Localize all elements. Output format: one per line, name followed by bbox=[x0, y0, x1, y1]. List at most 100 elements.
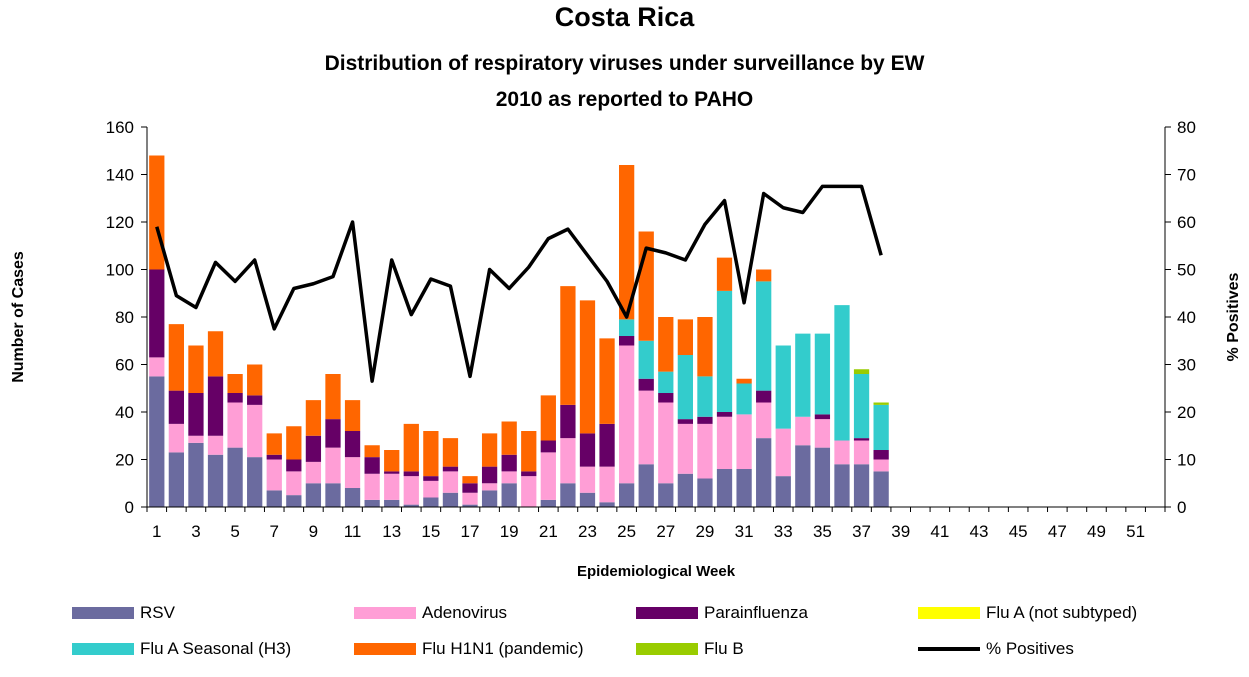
bar-rsv-week-2 bbox=[168, 452, 184, 508]
bar-parainfluenza-week-10 bbox=[325, 419, 341, 448]
bar-fluh1n1-week-5 bbox=[227, 374, 243, 393]
bar-flua_h3-week-26 bbox=[638, 340, 654, 379]
bar-adenovirus-week-10 bbox=[325, 447, 341, 484]
bar-adenovirus-week-35 bbox=[814, 419, 831, 448]
y-left-tick-label: 100 bbox=[106, 261, 134, 280]
bar-rsv-week-15 bbox=[423, 497, 439, 507]
legend-item-flub: Flu B bbox=[636, 639, 744, 659]
bar-flua_h3-week-32 bbox=[756, 281, 772, 391]
legend-label: RSV bbox=[140, 603, 175, 622]
legend-label: % Positives bbox=[986, 639, 1074, 658]
bar-parainfluenza-week-20 bbox=[521, 471, 537, 477]
bar-adenovirus-week-3 bbox=[188, 435, 204, 443]
bar-rsv-week-19 bbox=[501, 483, 517, 507]
bar-parainfluenza-week-15 bbox=[423, 476, 439, 481]
bar-flua_h3-week-31 bbox=[736, 383, 752, 415]
bar-rsv-week-1 bbox=[149, 376, 165, 508]
bar-rsv-week-18 bbox=[481, 490, 498, 508]
bar-parainfluenza-week-2 bbox=[168, 390, 184, 424]
bar-parainfluenza-week-12 bbox=[364, 457, 380, 474]
bar-rsv-week-3 bbox=[188, 442, 204, 508]
bar-flua_h3-week-29 bbox=[697, 376, 713, 417]
bar-fluh1n1-week-9 bbox=[305, 400, 322, 436]
bar-rsv-week-30 bbox=[716, 469, 733, 507]
legend-label: Adenovirus bbox=[422, 603, 508, 622]
bar-fluh1n1-week-22 bbox=[560, 286, 576, 405]
x-tick-label: 49 bbox=[1087, 522, 1106, 541]
legend-swatch bbox=[636, 643, 698, 655]
chart-subtitle-line2: 2010 as reported to PAHO bbox=[495, 88, 754, 111]
bar-flua_h3-week-30 bbox=[716, 290, 733, 413]
x-tick-label: 21 bbox=[539, 522, 558, 541]
bar-fluh1n1-week-25 bbox=[619, 165, 635, 320]
bar-rsv-week-5 bbox=[227, 447, 243, 508]
legend-swatch bbox=[354, 643, 416, 655]
bar-adenovirus-week-22 bbox=[560, 438, 576, 484]
bar-parainfluenza-week-1 bbox=[149, 269, 165, 358]
bar-adenovirus-week-31 bbox=[736, 414, 752, 470]
bar-rsv-week-14 bbox=[403, 504, 419, 508]
x-tick-label: 31 bbox=[735, 522, 754, 541]
y-right-tick-label: 50 bbox=[1177, 261, 1196, 280]
y-right-tick-label: 70 bbox=[1177, 166, 1196, 185]
x-axis-title: Epidemiological Week bbox=[577, 563, 736, 580]
legend-swatch bbox=[354, 607, 416, 619]
y-right-tick-label: 0 bbox=[1177, 498, 1186, 517]
bar-fluh1n1-week-30 bbox=[716, 257, 733, 291]
bar-parainfluenza-week-8 bbox=[286, 459, 302, 472]
x-tick-label: 17 bbox=[461, 522, 480, 541]
bar-parainfluenza-week-38 bbox=[873, 450, 889, 460]
bar-adenovirus-week-1 bbox=[149, 357, 165, 377]
x-tick-label: 41 bbox=[930, 522, 949, 541]
bar-flua_h3-week-34 bbox=[795, 333, 811, 417]
bar-adenovirus-week-8 bbox=[286, 471, 302, 496]
x-tick-label: 13 bbox=[382, 522, 401, 541]
bar-rsv-week-8 bbox=[286, 495, 302, 508]
bar-parainfluenza-week-6 bbox=[247, 395, 263, 405]
bar-parainfluenza-week-3 bbox=[188, 393, 204, 436]
chart-subtitle-line1: Distribution of respiratory viruses unde… bbox=[324, 52, 925, 75]
bar-adenovirus-week-13 bbox=[384, 473, 400, 500]
bar-rsv-week-27 bbox=[658, 483, 674, 507]
bar-parainfluenza-week-30 bbox=[716, 412, 733, 417]
bar-fluh1n1-week-28 bbox=[677, 319, 693, 356]
bar-parainfluenza-week-5 bbox=[227, 393, 243, 403]
legend-label: Flu A (not subtyped) bbox=[986, 603, 1138, 622]
bar-adenovirus-week-11 bbox=[344, 457, 361, 489]
bar-rsv-week-23 bbox=[579, 492, 596, 507]
bar-adenovirus-week-34 bbox=[795, 416, 811, 446]
y-right-tick-label: 40 bbox=[1177, 308, 1196, 327]
bar-fluh1n1-week-19 bbox=[501, 421, 517, 455]
x-tick-label: 37 bbox=[852, 522, 871, 541]
bar-fluh1n1-week-20 bbox=[521, 431, 537, 472]
bar-adenovirus-week-25 bbox=[619, 345, 635, 484]
bar-parainfluenza-week-14 bbox=[403, 471, 419, 477]
bar-adenovirus-week-23 bbox=[579, 466, 596, 493]
legend-item-line: % Positives bbox=[918, 639, 1074, 659]
bar-adenovirus-week-2 bbox=[168, 423, 184, 453]
x-tick-label: 45 bbox=[1009, 522, 1028, 541]
y-right-tick-label: 20 bbox=[1177, 403, 1196, 422]
y-left-tick-label: 120 bbox=[106, 213, 134, 232]
bar-parainfluenza-week-24 bbox=[599, 423, 615, 467]
x-tick-label: 3 bbox=[191, 522, 200, 541]
bar-rsv-week-11 bbox=[344, 488, 361, 507]
bar-parainfluenza-week-16 bbox=[442, 466, 459, 472]
bar-fluh1n1-week-13 bbox=[384, 450, 400, 472]
bar-rsv-week-21 bbox=[540, 499, 556, 508]
y-axis-right-title: % Positives bbox=[1225, 272, 1242, 361]
bar-rsv-week-10 bbox=[325, 483, 341, 507]
y-left-tick-label: 20 bbox=[115, 451, 134, 470]
bar-adenovirus-week-5 bbox=[227, 402, 243, 448]
bar-rsv-week-12 bbox=[364, 499, 380, 508]
bar-fluh1n1-week-27 bbox=[658, 317, 674, 372]
bar-parainfluenza-week-28 bbox=[677, 419, 693, 424]
bar-flua_h3-week-38 bbox=[873, 404, 889, 451]
bar-parainfluenza-week-4 bbox=[207, 376, 224, 436]
x-tick-label: 23 bbox=[578, 522, 597, 541]
bar-flua_h3-week-27 bbox=[658, 371, 674, 394]
bars-group bbox=[149, 155, 889, 508]
bar-adenovirus-week-17 bbox=[462, 492, 478, 505]
x-tick-label: 19 bbox=[500, 522, 519, 541]
legend-item-parainfluenza: Parainfluenza bbox=[636, 603, 808, 623]
